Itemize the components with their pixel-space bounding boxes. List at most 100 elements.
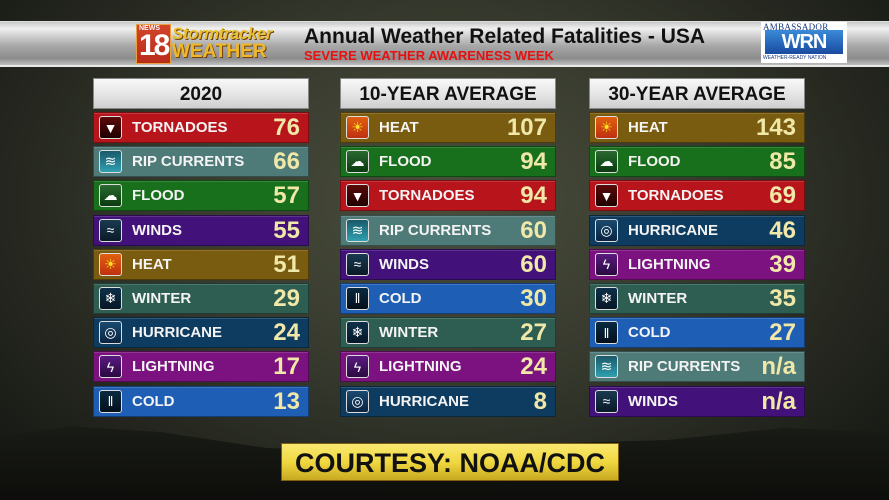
row-tornadoes: ▼ TORNADOES 76 bbox=[93, 112, 309, 143]
page-subtitle: SEVERE WEATHER AWARENESS WEEK bbox=[304, 48, 554, 63]
wrn-ambassador-badge: AMBASSADOR WRN WEATHER-READY NATION bbox=[761, 22, 847, 63]
row-label: RIP CURRENTS bbox=[132, 153, 245, 171]
row-value: 69 bbox=[769, 182, 796, 210]
row-value: 8 bbox=[533, 387, 547, 415]
row-label: WINTER bbox=[379, 324, 439, 342]
row-label: COLD bbox=[132, 392, 175, 410]
row-value: 29 bbox=[273, 284, 300, 312]
row-cold: ‖ COLD 30 bbox=[340, 282, 556, 314]
row-label: FLOOD bbox=[132, 187, 185, 205]
row-label: LIGHTNING bbox=[379, 358, 462, 376]
row-value: 24 bbox=[520, 353, 547, 381]
row-winds: ≈ WINDS 55 bbox=[93, 214, 309, 246]
rip-current-icon: ≋ bbox=[595, 355, 618, 379]
row-value: n/a bbox=[761, 353, 796, 381]
icicle-icon: ‖ bbox=[595, 321, 618, 345]
row-value: 13 bbox=[273, 387, 300, 415]
row-label: WINDS bbox=[132, 221, 182, 239]
lightning-icon: ϟ bbox=[595, 252, 618, 276]
badge-bottom-text: WEATHER-READY NATION bbox=[763, 55, 827, 61]
row-cold: ‖ COLD 13 bbox=[93, 385, 309, 417]
row-label: WINTER bbox=[628, 289, 688, 307]
row-rip-currents: ≋ RIP CURRENTS 60 bbox=[340, 214, 556, 246]
station-logo: NEWS 18 Stormtracker WEATHER bbox=[136, 24, 296, 64]
row-rip-currents: ≋ RIP CURRENTS 66 bbox=[93, 146, 309, 178]
logo-brand-line1: Stormtracker bbox=[172, 24, 272, 43]
row-winds: ≈ WINDS 60 bbox=[340, 248, 556, 280]
hurricane-icon: ◎ bbox=[346, 389, 369, 413]
header-banner: NEWS 18 Stormtracker WEATHER Annual Weat… bbox=[0, 21, 889, 67]
row-winter: ❄ WINTER 35 bbox=[589, 282, 805, 314]
row-hurricane: ◎ HURRICANE 46 bbox=[589, 214, 805, 246]
row-value: 107 bbox=[506, 114, 547, 141]
row-value: 57 bbox=[273, 182, 300, 210]
flood-icon: ☁ bbox=[595, 150, 618, 174]
logo-brand-line2: WEATHER bbox=[172, 41, 267, 62]
icicle-icon: ‖ bbox=[99, 389, 122, 413]
row-flood: ☁ FLOOD 57 bbox=[93, 180, 309, 212]
snowflake-icon: ❄ bbox=[99, 286, 122, 310]
flood-icon: ☁ bbox=[346, 150, 369, 174]
row-value: 30 bbox=[520, 284, 547, 312]
row-winter: ❄ WINTER 29 bbox=[93, 282, 309, 314]
tornado-icon: ▼ bbox=[346, 184, 369, 208]
row-label: FLOOD bbox=[379, 153, 432, 171]
row-value: 51 bbox=[273, 250, 300, 278]
row-value: 60 bbox=[520, 216, 547, 244]
row-value: 94 bbox=[520, 182, 547, 210]
panel-30-year-average: 30-YEAR AVERAGE ☀ HEAT 143 ☁ FLOOD 85 ▼ TORNADOE… bbox=[589, 78, 805, 420]
row-label: TORNADOES bbox=[628, 187, 724, 205]
row-value: 55 bbox=[273, 216, 300, 244]
row-value: 17 bbox=[273, 353, 300, 381]
row-value: 24 bbox=[273, 319, 300, 347]
flood-icon: ☁ bbox=[99, 184, 122, 208]
sun-icon: ☀ bbox=[595, 116, 618, 139]
sun-icon: ☀ bbox=[346, 116, 369, 139]
row-label: HEAT bbox=[379, 119, 419, 136]
row-label: WINDS bbox=[628, 392, 678, 410]
row-value: n/a bbox=[761, 387, 796, 415]
row-flood: ☁ FLOOD 85 bbox=[589, 146, 805, 178]
rip-current-icon: ≋ bbox=[346, 218, 369, 242]
sun-icon: ☀ bbox=[99, 252, 122, 276]
row-label: HEAT bbox=[132, 255, 172, 273]
row-label: WINDS bbox=[379, 255, 429, 273]
wind-icon: ≈ bbox=[346, 252, 369, 276]
row-label: TORNADOES bbox=[379, 187, 475, 205]
row-value: 143 bbox=[755, 114, 796, 141]
row-label: HURRICANE bbox=[628, 221, 718, 239]
row-winter: ❄ WINTER 27 bbox=[340, 317, 556, 349]
row-label: COLD bbox=[628, 324, 671, 342]
row-value: 94 bbox=[520, 148, 547, 176]
row-lightning: ϟ LIGHTNING 24 bbox=[340, 351, 556, 383]
rip-current-icon: ≋ bbox=[99, 150, 122, 174]
news18-logo: NEWS 18 bbox=[136, 24, 171, 64]
row-value: 60 bbox=[520, 250, 547, 278]
row-label: HEAT bbox=[628, 119, 668, 136]
lightning-icon: ϟ bbox=[99, 355, 122, 379]
row-value: 85 bbox=[769, 148, 796, 176]
row-rip-currents: ≋ RIP CURRENTS n/a bbox=[589, 351, 805, 383]
wind-icon: ≈ bbox=[595, 389, 618, 413]
row-hurricane: ◎ HURRICANE 24 bbox=[93, 317, 309, 349]
row-value: 46 bbox=[769, 216, 796, 244]
row-flood: ☁ FLOOD 94 bbox=[340, 146, 556, 178]
hurricane-icon: ◎ bbox=[595, 218, 618, 242]
row-lightning: ϟ LIGHTNING 17 bbox=[93, 351, 309, 383]
hurricane-icon: ◎ bbox=[99, 321, 122, 345]
badge-mark: WRN bbox=[765, 30, 843, 54]
row-label: COLD bbox=[379, 289, 422, 307]
row-value: 66 bbox=[273, 148, 300, 176]
snowflake-icon: ❄ bbox=[595, 286, 618, 310]
tornado-icon: ▼ bbox=[99, 116, 122, 139]
row-label: RIP CURRENTS bbox=[379, 221, 492, 239]
row-value: 27 bbox=[769, 319, 796, 347]
row-heat: ☀ HEAT 107 bbox=[340, 112, 556, 143]
tornado-icon: ▼ bbox=[595, 184, 618, 208]
panel-header: 10-YEAR AVERAGE bbox=[340, 78, 556, 109]
row-value: 39 bbox=[769, 250, 796, 278]
panel-header: 2020 bbox=[93, 78, 309, 109]
row-value: 76 bbox=[273, 114, 300, 141]
row-hurricane: ◎ HURRICANE 8 bbox=[340, 385, 556, 417]
row-value: 27 bbox=[520, 319, 547, 347]
